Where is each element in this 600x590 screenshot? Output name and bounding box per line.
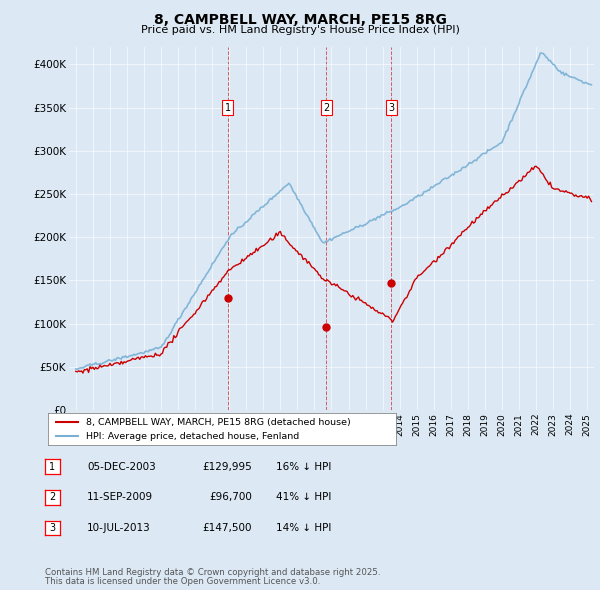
Text: Contains HM Land Registry data © Crown copyright and database right 2025.: Contains HM Land Registry data © Crown c… [45, 568, 380, 577]
Text: 41% ↓ HPI: 41% ↓ HPI [276, 493, 331, 502]
Text: This data is licensed under the Open Government Licence v3.0.: This data is licensed under the Open Gov… [45, 577, 320, 586]
Text: 1: 1 [225, 103, 231, 113]
Text: £96,700: £96,700 [209, 493, 252, 502]
Text: 2: 2 [323, 103, 329, 113]
Text: 2: 2 [49, 493, 56, 502]
Text: 14% ↓ HPI: 14% ↓ HPI [276, 523, 331, 533]
Text: 1: 1 [49, 462, 56, 471]
Text: £129,995: £129,995 [202, 462, 252, 471]
Text: 3: 3 [388, 103, 395, 113]
Text: £147,500: £147,500 [203, 523, 252, 533]
Text: 8, CAMPBELL WAY, MARCH, PE15 8RG: 8, CAMPBELL WAY, MARCH, PE15 8RG [154, 13, 446, 27]
Text: 11-SEP-2009: 11-SEP-2009 [87, 493, 153, 502]
Text: 05-DEC-2003: 05-DEC-2003 [87, 462, 156, 471]
Text: 10-JUL-2013: 10-JUL-2013 [87, 523, 151, 533]
Text: 3: 3 [49, 523, 56, 533]
Text: HPI: Average price, detached house, Fenland: HPI: Average price, detached house, Fenl… [86, 432, 299, 441]
Text: 8, CAMPBELL WAY, MARCH, PE15 8RG (detached house): 8, CAMPBELL WAY, MARCH, PE15 8RG (detach… [86, 418, 351, 427]
Text: Price paid vs. HM Land Registry's House Price Index (HPI): Price paid vs. HM Land Registry's House … [140, 25, 460, 35]
Text: 16% ↓ HPI: 16% ↓ HPI [276, 462, 331, 471]
